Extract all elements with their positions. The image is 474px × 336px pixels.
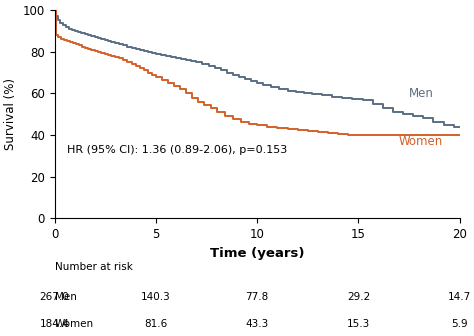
Text: 29.2: 29.2 — [347, 292, 370, 302]
Text: 14.7: 14.7 — [448, 292, 472, 302]
Text: 15.3: 15.3 — [347, 319, 370, 329]
Text: Women: Women — [55, 319, 94, 329]
Text: Number at risk: Number at risk — [55, 262, 132, 272]
Text: Men: Men — [55, 292, 76, 302]
Text: 140.3: 140.3 — [141, 292, 171, 302]
Text: 5.9: 5.9 — [451, 319, 468, 329]
X-axis label: Time (years): Time (years) — [210, 247, 304, 260]
Text: 267.0: 267.0 — [40, 292, 69, 302]
Text: 43.3: 43.3 — [246, 319, 269, 329]
Text: 184.4: 184.4 — [39, 319, 70, 329]
Text: Men: Men — [409, 87, 434, 100]
Y-axis label: Survival (%): Survival (%) — [4, 78, 17, 150]
Text: HR (95% CI): 1.36 (0.89-2.06), p=0.153: HR (95% CI): 1.36 (0.89-2.06), p=0.153 — [67, 145, 287, 155]
Text: 81.6: 81.6 — [144, 319, 167, 329]
Text: Women: Women — [399, 135, 443, 148]
Text: 77.8: 77.8 — [246, 292, 269, 302]
